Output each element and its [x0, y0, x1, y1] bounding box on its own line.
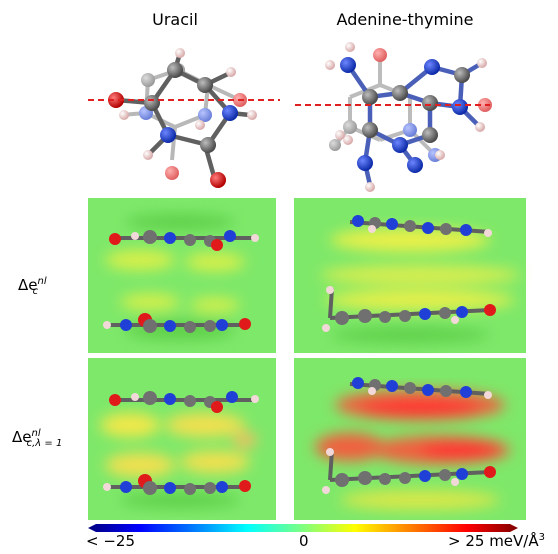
at-top-molecules	[322, 215, 496, 332]
row-label-bottom: Δenlc,λ = 1	[12, 428, 63, 449]
row-label-top: Δenlc	[18, 276, 47, 297]
colorbar-max-label: > 25 meV/Å3	[448, 532, 545, 550]
uracil-structure	[88, 48, 280, 188]
uracil-top-molecules	[103, 230, 259, 333]
colorbar-mid-label: 0	[299, 532, 309, 550]
at-bottom-molecules	[322, 377, 496, 494]
title-uracil: Uracil	[152, 10, 198, 29]
colorbar-min-label: < −25	[86, 532, 135, 550]
title-adenine-thymine: Adenine-thymine	[336, 10, 474, 29]
adenine-thymine-structure	[295, 42, 492, 192]
molecule-structures	[88, 42, 492, 192]
colorbar	[88, 524, 518, 532]
uracil-bottom-molecules	[103, 391, 259, 495]
